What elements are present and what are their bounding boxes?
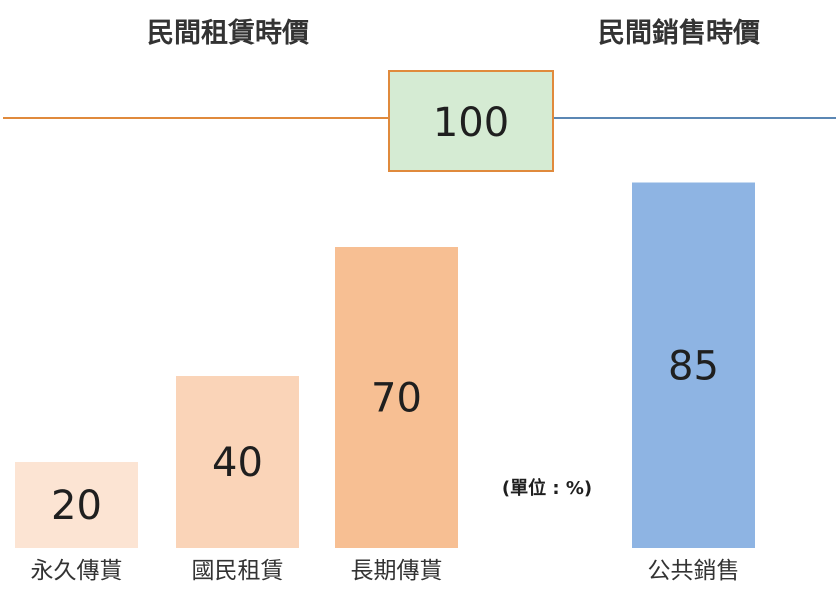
sales-price-heading: 民間銷售時價 — [598, 17, 761, 49]
reference-value-label: 100 — [433, 100, 509, 146]
bar-value-label-4: 85 — [668, 343, 719, 389]
category-label-4: 公共銷售 — [648, 558, 740, 584]
category-label-1: 永久傳貰 — [31, 558, 123, 584]
unit-note: (單位 : %) — [502, 477, 592, 499]
bar-value-label-1: 20 — [51, 483, 102, 529]
bar-1 — [15, 462, 138, 548]
bar-2 — [176, 376, 299, 548]
reference-value-box — [388, 70, 554, 172]
category-label-2: 國民租賃 — [192, 558, 284, 584]
bar-value-label-3: 70 — [371, 376, 422, 422]
bar-3 — [335, 247, 458, 548]
bar-value-label-2: 40 — [212, 440, 263, 486]
category-label-3: 長期傳貰 — [351, 558, 443, 584]
bars-layer: 20 永久傳貰 40 國民租賃 70 長期傳貰 85 公共銷售 — [15, 182, 755, 584]
rental-price-heading: 民間租賃時價 — [147, 18, 310, 49]
bar-4 — [632, 182, 755, 548]
